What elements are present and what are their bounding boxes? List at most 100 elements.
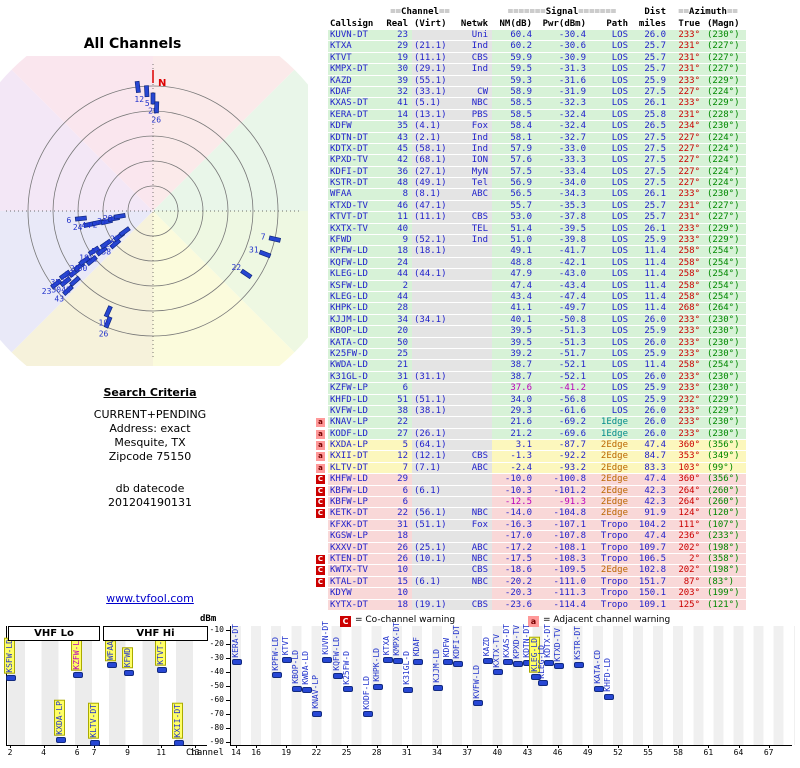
cell-nw bbox=[454, 371, 492, 384]
y-tick-label: -30 bbox=[209, 653, 224, 662]
cell-pw: -30.6 bbox=[536, 41, 590, 53]
radar-marker-label: 44 bbox=[81, 221, 91, 230]
cell-nm: -16.3 bbox=[492, 519, 536, 532]
cell-pw: -43.0 bbox=[536, 269, 590, 281]
header-channel-group: ==Channel== bbox=[386, 6, 454, 18]
cell-mi: 11.4 bbox=[632, 257, 670, 270]
x-tick-label: 14 bbox=[231, 748, 241, 757]
x-axis-label: Channel bbox=[186, 748, 224, 758]
radar-marker-label: 31 bbox=[88, 254, 98, 263]
cell-pa: 2Edge bbox=[590, 508, 632, 520]
station-label: KTVT bbox=[281, 636, 291, 656]
signal-marker bbox=[90, 740, 100, 746]
x-tick-mark bbox=[467, 745, 469, 748]
cell-cs: KATA-CD bbox=[328, 337, 386, 349]
cell-tr: 233° bbox=[670, 417, 704, 429]
cell-pw: -33.4 bbox=[536, 166, 590, 179]
cell-cs: KBOP-LD bbox=[328, 326, 386, 338]
cell-cs: KWTX-TV bbox=[328, 565, 386, 577]
co-channel-warning-icon: C bbox=[340, 616, 351, 627]
station-label: KDTX-DT bbox=[542, 624, 552, 659]
cell-re: 18 bbox=[386, 531, 412, 543]
cell-nm: 39.2 bbox=[492, 348, 536, 361]
cell-nw bbox=[454, 394, 492, 406]
cell-mg: (254°) bbox=[704, 291, 746, 304]
cell-re: 12 bbox=[386, 451, 412, 463]
cell-mg: (227°) bbox=[704, 200, 746, 213]
table-row: KFXK-DT 31 (51.1) Fox -16.3 -107.1 Tropo 104.2 1… bbox=[316, 519, 798, 532]
radar-marker bbox=[85, 255, 98, 267]
cell-mg: (227°) bbox=[704, 212, 746, 224]
x-tick-label: 28 bbox=[371, 748, 382, 757]
cell-pw: -34.0 bbox=[536, 178, 590, 190]
radar-marker-label: 31 bbox=[249, 246, 259, 255]
tvfool-link[interactable]: www.tvfool.com bbox=[106, 592, 194, 605]
cell-tr: 87° bbox=[670, 576, 704, 589]
x-tick-label: 37 bbox=[462, 748, 472, 757]
cell-vi: (49.1) bbox=[412, 178, 454, 190]
warning-indicator bbox=[316, 360, 328, 372]
legend-adjacent-text: = Adjacent channel warning bbox=[543, 615, 671, 625]
cell-tr: 236° bbox=[670, 531, 704, 543]
signal-marker bbox=[543, 660, 554, 667]
radar-marker-label: 7 bbox=[261, 232, 266, 241]
table-row: KDFW 35 (4.1) Fox 58.4 -32.4 LOS 26.5 234° (230°) bbox=[316, 121, 798, 133]
cell-pa: 2Edge bbox=[590, 485, 632, 498]
warning-indicator bbox=[316, 189, 328, 201]
cell-cs: KXDA-LP bbox=[328, 440, 386, 452]
cell-pa: LOS bbox=[590, 348, 632, 361]
cell-mi: 26.1 bbox=[632, 98, 670, 110]
table-row: KYTX-DT 18 (19.1) CBS -23.6 -114.4 Tropo 109.1 1… bbox=[316, 599, 798, 611]
cell-re: 35 bbox=[386, 121, 412, 133]
cell-nm: 37.6 bbox=[492, 383, 536, 395]
cell-pa: LOS bbox=[590, 314, 632, 327]
cell-pa: LOS bbox=[590, 200, 632, 213]
cell-nm: 59.5 bbox=[492, 64, 536, 76]
radar-marker bbox=[258, 249, 272, 259]
cell-nw: NBC bbox=[454, 98, 492, 110]
cell-cs: KERA-DT bbox=[328, 109, 386, 122]
signal-marker bbox=[106, 662, 117, 669]
cell-cs: KYTX-DT bbox=[328, 599, 386, 611]
cell-pw: -100.8 bbox=[536, 474, 590, 486]
cell-vi: (12.1) bbox=[412, 451, 454, 463]
cell-re: 25 bbox=[386, 348, 412, 361]
cell-vi bbox=[412, 497, 454, 509]
radar-marker bbox=[268, 235, 282, 243]
cell-tr: 233° bbox=[670, 405, 704, 418]
cell-mi: 84.7 bbox=[632, 451, 670, 463]
table-row: C KBFW-LD 6 (6.1) -10.3 -101.2 2Edge 42.3 264° (2… bbox=[316, 485, 798, 498]
cell-pa: LOS bbox=[590, 303, 632, 315]
cell-mg: (230°) bbox=[704, 326, 746, 338]
radar-marker-label: 27 bbox=[110, 235, 120, 244]
signal-marker bbox=[412, 658, 423, 665]
adjacent-channel-warning-icon: a bbox=[316, 463, 325, 473]
cell-mi: 25.7 bbox=[632, 52, 670, 65]
table-header-columns: Callsign Real (Virt) Netwk NM(dB) Pwr(dB… bbox=[316, 18, 798, 30]
cell-pw: -111.3 bbox=[536, 588, 590, 600]
cell-pa: Tropo bbox=[590, 519, 632, 532]
table-row: KBOP-LD 20 39.5 -51.3 LOS 25.9 233° (230°) bbox=[316, 326, 798, 338]
cell-nw bbox=[454, 531, 492, 543]
cell-cs: KTXA bbox=[328, 41, 386, 53]
cell-nw: Ind bbox=[454, 132, 492, 144]
cell-tr: 258° bbox=[670, 360, 704, 372]
cell-cs: KXII-DT bbox=[328, 451, 386, 463]
radar-marker-label: 51 bbox=[91, 247, 101, 256]
co-channel-warning-icon: C bbox=[316, 566, 325, 576]
table-row: KDAF 32 (33.1) CW 58.9 -31.9 LOS 27.5 227° (224°) bbox=[316, 86, 798, 99]
cell-cs: KLEG-LD bbox=[328, 291, 386, 304]
radar-marker bbox=[50, 278, 63, 290]
cell-nm: 39.5 bbox=[492, 326, 536, 338]
warning-indicator: C bbox=[316, 553, 328, 566]
y-tick-mark bbox=[226, 658, 230, 659]
warning-indicator: a bbox=[316, 462, 328, 475]
cell-pa: LOS bbox=[590, 30, 632, 42]
cell-vi: (11.1) bbox=[412, 52, 454, 65]
cell-cs: KTEN-DT bbox=[328, 553, 386, 566]
cell-nm: 57.6 bbox=[492, 155, 536, 167]
cell-mi: 25.7 bbox=[632, 212, 670, 224]
cell-nm: 38.7 bbox=[492, 371, 536, 384]
cell-cs: KDFI-DT bbox=[328, 166, 386, 179]
warning-indicator bbox=[316, 314, 328, 327]
